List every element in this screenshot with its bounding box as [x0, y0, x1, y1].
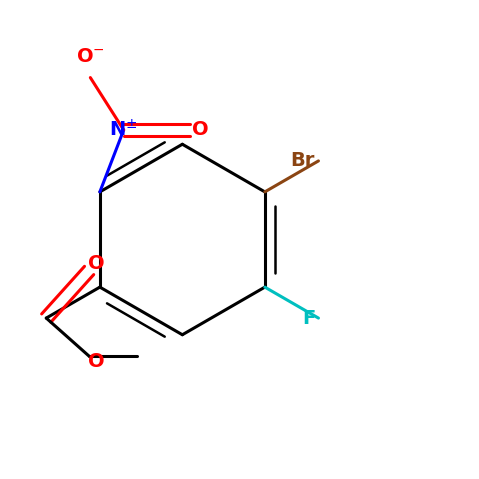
Text: Br: Br	[290, 151, 315, 171]
Text: O: O	[192, 121, 208, 139]
Text: O: O	[88, 353, 104, 371]
Text: N$^{\pm}$: N$^{\pm}$	[109, 119, 138, 141]
Text: O$^{-}$: O$^{-}$	[76, 46, 105, 66]
Text: F: F	[302, 308, 316, 328]
Text: O: O	[88, 254, 104, 273]
